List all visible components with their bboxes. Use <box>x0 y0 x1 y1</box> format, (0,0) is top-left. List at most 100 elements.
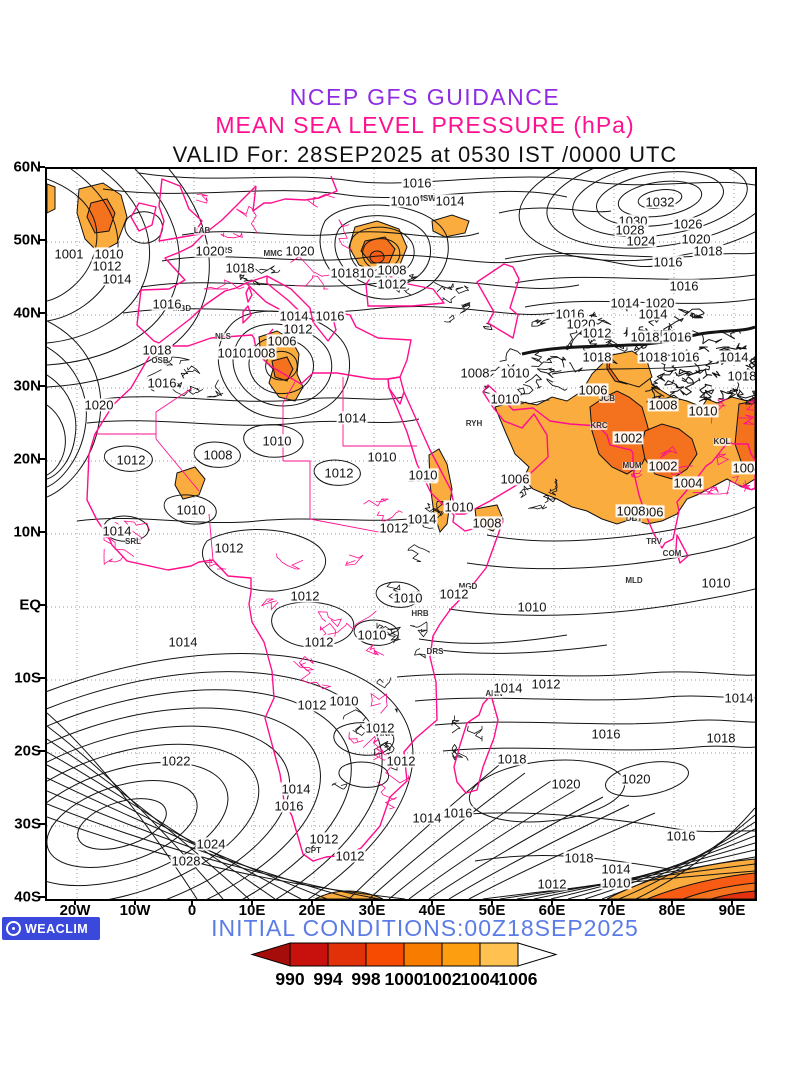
station-label: KRC <box>590 421 608 430</box>
station-label: DRS <box>426 647 444 656</box>
pressure-label: 1008 <box>647 397 679 413</box>
pressure-label: 1012 <box>323 465 355 481</box>
colorbar-segment <box>327 942 367 967</box>
lat-tick <box>39 604 45 606</box>
pressure-label: 1020 <box>194 243 226 259</box>
pressure-label: 1010 <box>93 246 125 262</box>
pressure-label: 1010 <box>216 345 248 361</box>
pressure-label: 1016 <box>665 828 697 844</box>
colorbar-tick-label: 994 <box>313 969 342 989</box>
pressure-label: 1010 <box>356 627 388 643</box>
pressure-label: 1010 <box>389 193 421 209</box>
pressure-label: 1016 <box>668 278 700 294</box>
lat-tick <box>39 385 45 387</box>
station-label: HRB <box>411 609 429 618</box>
station-label: MSW <box>416 194 436 203</box>
lon-tick <box>191 899 193 905</box>
station-label: OSB <box>151 356 169 365</box>
pressure-label: 1002 <box>647 458 679 474</box>
pressure-label: 1020 <box>284 243 316 259</box>
pressure-label: 1006 <box>266 333 298 349</box>
pressure-label: 1014 <box>336 410 368 426</box>
lat-tick <box>39 677 45 679</box>
pressure-label: 1012 <box>438 586 470 602</box>
pressure-label: 1006 <box>499 471 531 487</box>
pressure-label: 1018 <box>141 342 173 358</box>
pressure-label: 1008 <box>471 515 503 531</box>
station-label: MGD <box>458 583 478 591</box>
station-label: RYH <box>465 419 483 428</box>
colorbar: 990 994 998 1000 1002 1004 1006 <box>250 942 558 989</box>
pressure-label: 1002 <box>612 430 644 446</box>
pressure-label: 1010 <box>700 575 732 591</box>
pressure-label: 1018 <box>629 329 661 345</box>
initial-conditions: INITIAL CONDITIONS:00Z18SEP2025 <box>211 915 639 941</box>
lon-tick <box>611 899 613 905</box>
weaclim-logo: WEACLIM <box>2 917 100 940</box>
lon-tick-label: 40E <box>418 902 446 919</box>
weaclim-label: WEACLIM <box>25 921 89 936</box>
lat-tick-label: 50N <box>13 231 41 249</box>
pressure-label: 1014 <box>637 306 669 322</box>
lat-tick <box>39 458 45 460</box>
lat-tick <box>39 823 45 825</box>
lon-tick-label: 30E <box>358 902 386 919</box>
pressure-label: 1008 <box>245 345 277 361</box>
pressure-label: 1018 <box>692 243 724 259</box>
colorbar-tick-label: 1004 <box>461 969 500 989</box>
pressure-label: 1016 <box>590 726 622 742</box>
lon-tick-label: 50E <box>478 902 506 919</box>
pressure-label: 1008 <box>459 365 491 381</box>
colorbar-tick-label: 1002 <box>423 969 462 989</box>
pressure-label: 1014 <box>723 690 755 706</box>
pressure-label: 1010 <box>175 502 207 518</box>
pressure-label: 1016 <box>401 175 433 191</box>
pressure-label: 1026 <box>672 216 704 232</box>
pressure-label: 1020 <box>680 231 712 247</box>
pressure-label: 1008 <box>615 503 647 519</box>
pressure-label: 1014 <box>600 861 632 877</box>
colorbar-segment <box>441 942 481 967</box>
pressure-label: 1016 <box>442 805 474 821</box>
lon-tick-label: 20W <box>59 902 91 919</box>
station-label: NLS <box>215 332 231 341</box>
pressure-label: 1010 <box>443 499 475 515</box>
pressure-label: 1006 <box>577 382 609 398</box>
station-label: SRL <box>125 537 141 546</box>
pressure-label: 1010 <box>328 693 360 709</box>
pressure-label: 1018 <box>224 260 256 276</box>
pressure-label: 1012 <box>115 452 147 468</box>
pressure-label: 1010 <box>499 365 531 381</box>
pressure-label: 1010 <box>407 467 439 483</box>
colorbar-tick-label: 1006 <box>499 969 538 989</box>
pressure-label: 1020 <box>550 776 582 792</box>
pressure-label: 1014 <box>718 349 750 365</box>
colorbar-tick-label: 1000 <box>385 969 424 989</box>
colorbar-tick-label: 990 <box>275 969 304 989</box>
station-label: KOL <box>713 437 731 446</box>
weaclim-ring-icon <box>6 921 21 936</box>
pressure-label: 1018 <box>563 850 595 866</box>
pressure-label: 1012 <box>385 753 417 769</box>
lat-tick <box>39 166 45 168</box>
lon-tick-label: 60E <box>538 902 566 919</box>
pressure-label: 1022 <box>160 753 192 769</box>
lon-tick-label: 0 <box>187 902 197 919</box>
pressure-label: 1004 <box>731 461 755 475</box>
pressure-label: 1014 <box>278 308 310 324</box>
colorbar-segment <box>289 942 329 967</box>
lat-tick-label: 30S <box>14 815 41 833</box>
pressure-label: 1012 <box>536 876 568 892</box>
pressure-contour-map: 1001 1010 1012 1014 1016 1018 1016 1020 1020 1018… <box>45 167 757 901</box>
pressure-label: 1012 <box>289 588 321 604</box>
pressure-label: 1016 <box>554 306 586 322</box>
pressure-label: 1028 <box>170 853 202 869</box>
valid-time: VALID For: 28SEP2025 at 0530 IST /0000 U… <box>172 142 678 167</box>
pressure-label: 1016 <box>273 798 305 814</box>
lat-tick-label: 40S <box>14 888 41 906</box>
pressure-label: 1016 <box>151 296 183 312</box>
lat-tick-label: 60N <box>13 158 41 176</box>
pressure-label: 1014 <box>406 511 438 527</box>
pressure-label: 1024 <box>195 836 227 852</box>
